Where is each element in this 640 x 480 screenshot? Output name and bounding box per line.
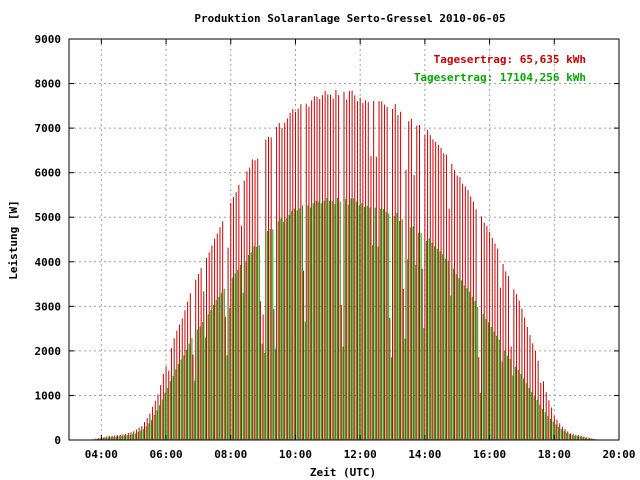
- x-tick-label: 20:00: [602, 448, 635, 461]
- chart-bars: [92, 89, 597, 440]
- chart-ticks: 0 1000 2000 3000 4000 5000 6000 7000 8000 9000 04:…: [35, 33, 636, 461]
- legend-annotation: Tagesertrag: 17104,256 kWh: [414, 71, 586, 84]
- x-tick-label: 08:00: [214, 448, 247, 461]
- x-tick-label: 14:00: [408, 448, 441, 461]
- y-tick-label: 2000: [35, 345, 62, 358]
- y-tick-label: 1000: [35, 389, 62, 402]
- y-tick-label: 4000: [35, 256, 62, 269]
- y-tick-label: 0: [54, 434, 61, 447]
- y-tick-label: 9000: [35, 33, 62, 46]
- x-tick-label: 18:00: [538, 448, 571, 461]
- x-tick-label: 06:00: [149, 448, 182, 461]
- y-axis-label: Leistung [W]: [7, 200, 20, 279]
- x-tick-label: 12:00: [344, 448, 377, 461]
- legend-annotation: Tagesertrag: 65,635 kWh: [434, 53, 586, 66]
- x-axis-label: Zeit (UTC): [310, 466, 376, 479]
- chart-annotations: Tagesertrag: 65,635 kWh Tagesertrag: 1710…: [414, 53, 586, 84]
- x-tick-label: 10:00: [279, 448, 312, 461]
- y-tick-label: 6000: [35, 167, 62, 180]
- y-tick-label: 3000: [35, 300, 62, 313]
- x-tick-label: 16:00: [473, 448, 506, 461]
- y-tick-label: 7000: [35, 122, 62, 135]
- y-tick-label: 5000: [35, 211, 62, 224]
- chart-title: Produktion Solaranlage Serto-Gressel 201…: [194, 12, 505, 25]
- y-tick-label: 8000: [35, 78, 62, 91]
- x-tick-label: 04:00: [85, 448, 118, 461]
- plot-frame: [68, 38, 620, 441]
